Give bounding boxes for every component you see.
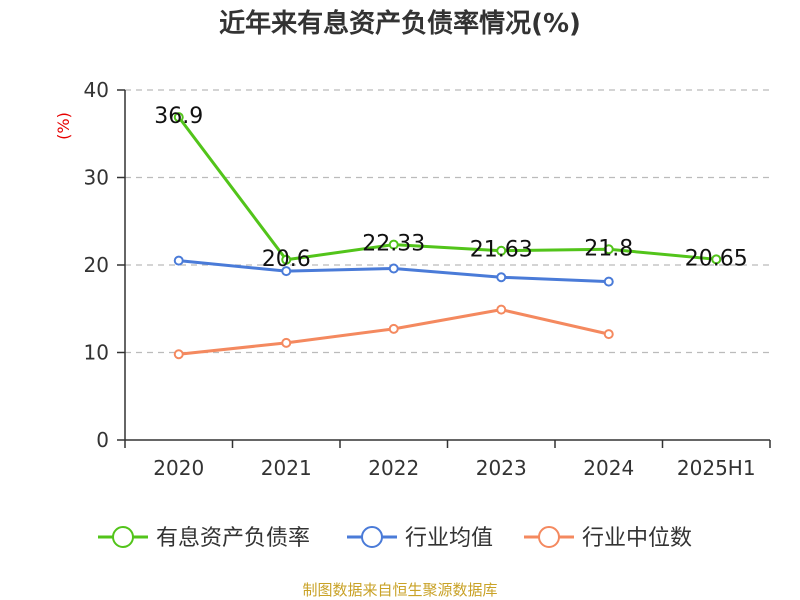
data-label: 20.6 (262, 247, 311, 272)
legend-marker (361, 526, 383, 548)
data-point (281, 254, 292, 265)
series-line-0 (177, 116, 717, 262)
data-point (173, 255, 184, 266)
data-label: 20.65 (685, 246, 748, 271)
x-tick-label: 2025H1 (677, 456, 756, 480)
data-label: 36.9 (154, 104, 203, 129)
data-point (281, 337, 292, 348)
data-point (388, 239, 399, 250)
y-tick-label: 40 (84, 78, 109, 102)
data-point (603, 244, 614, 255)
source-note: 制图数据来自恒生聚源数据库 (302, 581, 497, 599)
data-point (173, 112, 184, 123)
legend-label: 行业中位数 (582, 526, 692, 551)
x-tick-label: 2020 (153, 456, 204, 480)
x-tick-label: 2022 (368, 456, 419, 480)
y-tick-label: 20 (84, 253, 109, 277)
legend-label: 有息资产负债率 (156, 526, 310, 551)
legend-marker (538, 526, 560, 548)
data-label: 21.8 (584, 236, 633, 261)
x-tick-label: 2021 (261, 456, 312, 480)
y-tick-label: 10 (84, 341, 109, 365)
data-labels: 36.9 20.6 22.33 21.63 21.8 20.65 (154, 104, 747, 272)
data-point (388, 323, 399, 334)
data-label: 21.63 (470, 238, 533, 263)
data-point (496, 304, 507, 315)
data-point (496, 245, 507, 256)
axes: 0 10 20 30 40 2020 2021 2022 2023 2024 2025H1 (84, 78, 771, 480)
data-point (388, 263, 399, 274)
data-label: 22.33 (362, 232, 425, 257)
legend-label: 行业均值 (405, 526, 493, 551)
data-point (281, 266, 292, 277)
legend-marker (112, 526, 134, 548)
y-tick-label: 0 (96, 428, 109, 452)
gridlines (125, 89, 770, 354)
chart-title: 近年来有息资产负债率情况(%) (219, 8, 581, 39)
legend: 有息资产负债率 行业均值 行业中位数 (98, 526, 692, 551)
data-point (603, 329, 614, 340)
y-axis-unit-label: (%) (54, 112, 73, 140)
data-point (496, 272, 507, 283)
data-point (711, 254, 722, 265)
y-tick-label: 30 (84, 166, 109, 190)
series-lines (173, 112, 722, 360)
x-tick-label: 2024 (583, 456, 634, 480)
data-point (603, 276, 614, 287)
x-tick-label: 2023 (476, 456, 527, 480)
data-point (173, 349, 184, 360)
